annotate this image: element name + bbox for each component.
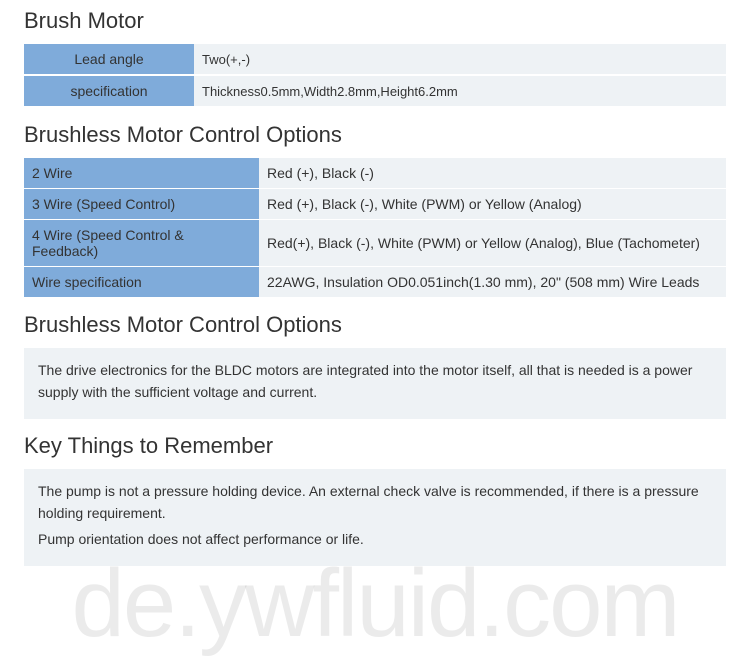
row-label: 3 Wire (Speed Control) (24, 189, 259, 220)
table-row: 2 Wire Red (+), Black (-) (24, 158, 726, 189)
row-value: Red(+), Black (-), White (PWM) or Yellow… (259, 220, 726, 267)
row-label: Lead angle (24, 44, 194, 75)
row-value: 22AWG, Insulation OD0.051inch(1.30 mm), … (259, 267, 726, 298)
info-paragraph: Pump orientation does not affect perform… (38, 529, 712, 551)
info-paragraph: The drive electronics for the BLDC motor… (38, 360, 712, 403)
table-row: specification Thickness0.5mm,Width2.8mm,… (24, 75, 726, 107)
row-value: Thickness0.5mm,Width2.8mm,Height6.2mm (194, 75, 726, 107)
table-row: Lead angle Two(+,-) (24, 44, 726, 75)
row-value: Two(+,-) (194, 44, 726, 75)
table-row: 4 Wire (Speed Control & Feedback) Red(+)… (24, 220, 726, 267)
brushless-table-title: Brushless Motor Control Options (24, 122, 726, 148)
row-label: Wire specification (24, 267, 259, 298)
brush-motor-title: Brush Motor (24, 8, 726, 34)
brushless-info-title: Brushless Motor Control Options (24, 312, 726, 338)
brushless-info-box: The drive electronics for the BLDC motor… (24, 348, 726, 419)
key-things-title: Key Things to Remember (24, 433, 726, 459)
row-value: Red (+), Black (-), White (PWM) or Yello… (259, 189, 726, 220)
row-label: 4 Wire (Speed Control & Feedback) (24, 220, 259, 267)
row-value: Red (+), Black (-) (259, 158, 726, 189)
brushless-options-table: 2 Wire Red (+), Black (-) 3 Wire (Speed … (24, 158, 726, 298)
table-row: 3 Wire (Speed Control) Red (+), Black (-… (24, 189, 726, 220)
table-row: Wire specification 22AWG, Insulation OD0… (24, 267, 726, 298)
brush-motor-table: Lead angle Two(+,-) specification Thickn… (24, 44, 726, 108)
info-paragraph: The pump is not a pressure holding devic… (38, 481, 712, 524)
key-things-box: The pump is not a pressure holding devic… (24, 469, 726, 566)
row-label: 2 Wire (24, 158, 259, 189)
row-label: specification (24, 75, 194, 107)
